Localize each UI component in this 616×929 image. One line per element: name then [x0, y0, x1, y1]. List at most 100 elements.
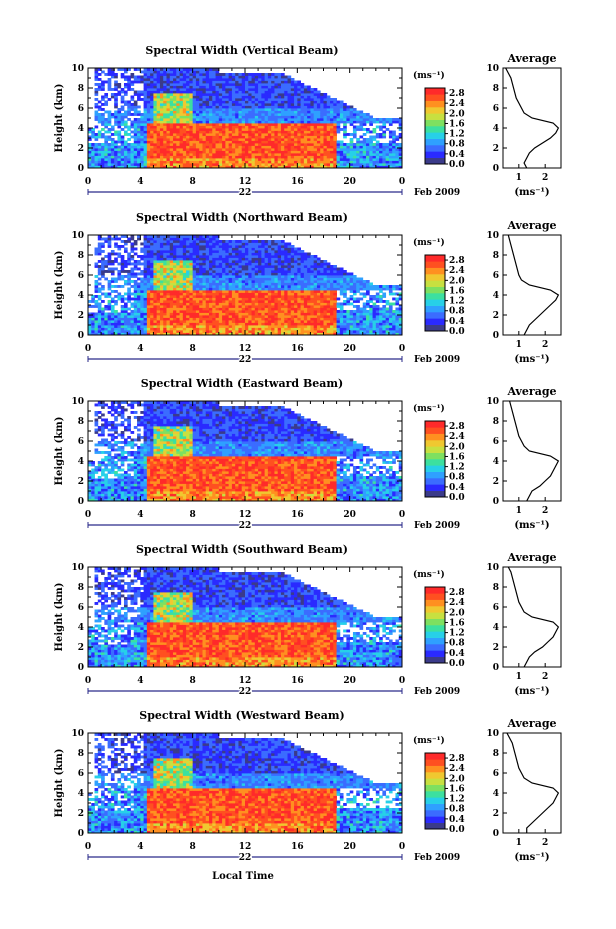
heatmap-cell: [169, 75, 174, 79]
heatmap-cell: [330, 108, 334, 111]
heatmap-cell: [349, 163, 354, 166]
heatmap-cell: [140, 287, 144, 291]
heatmap-cell: [218, 110, 223, 114]
heatmap-cell: [225, 300, 230, 303]
heatmap-cell: [101, 153, 105, 156]
heatmap-cell: [254, 123, 259, 126]
heatmap-cell: [133, 125, 138, 129]
heatmap-cell: [379, 158, 383, 161]
heatmap-cell: [205, 302, 210, 306]
heatmap-cell: [166, 135, 171, 139]
heatmap-cell: [248, 302, 252, 306]
heatmap-cell: [307, 135, 311, 139]
heatmap-cell: [231, 110, 236, 114]
heatmap-cell: [310, 155, 315, 159]
heatmap-cell: [287, 83, 292, 86]
heatmap-cell: [143, 280, 148, 283]
heatmap-cell: [251, 322, 256, 326]
heatmap-cell: [235, 252, 239, 256]
heatmap-cell: [173, 158, 177, 161]
heatmap-cell: [104, 103, 109, 106]
heatmap-cell: [146, 133, 151, 136]
heatmap-cell: [235, 322, 239, 326]
heatmap-cell: [163, 285, 167, 288]
heatmap-cell: [280, 135, 285, 139]
heatmap-cell: [267, 75, 272, 79]
heatmap-cell: [153, 290, 158, 293]
heatmap-cell: [94, 262, 99, 266]
heatmap-cell: [248, 153, 252, 156]
heatmap-cell: [199, 113, 203, 116]
heatmap-cell: [205, 245, 210, 248]
heatmap-cell: [238, 277, 243, 281]
heatmap-cell: [320, 108, 324, 111]
heatmap-cell: [218, 85, 223, 89]
heatmap-cell: [287, 160, 292, 164]
heatmap-cell: [130, 297, 135, 301]
heatmap-cell: [123, 140, 128, 144]
heatmap-cell: [209, 260, 213, 263]
heatmap-cell: [339, 128, 344, 131]
heatmap-cell: [182, 118, 187, 121]
heatmap-cell: [123, 282, 128, 286]
heatmap-cell: [241, 302, 246, 306]
heatmap-cell: [159, 275, 164, 278]
heatmap-cell: [189, 128, 194, 131]
heatmap-cell: [245, 140, 249, 144]
heatmap-cell: [186, 307, 190, 311]
heatmap-cell: [143, 85, 148, 89]
heatmap-cell: [294, 88, 298, 91]
heatmap-cell: [117, 255, 122, 258]
heatmap-cell: [356, 140, 360, 144]
heatmap-cell: [97, 252, 102, 256]
heatmap-cell: [114, 103, 118, 106]
heatmap-cell: [156, 75, 161, 79]
heatmap-cell: [107, 292, 112, 296]
heatmap-cell: [218, 322, 223, 326]
heatmap-cell: [205, 85, 210, 89]
heatmap-cell: [310, 123, 315, 126]
heatmap-cell: [330, 148, 334, 151]
heatmap-cell: [107, 325, 112, 328]
heatmap-cell: [130, 242, 135, 246]
heatmap-cell: [199, 292, 203, 296]
heatmap-cell: [258, 315, 262, 318]
heatmap-cell: [218, 105, 223, 109]
heatmap-cell: [238, 93, 243, 96]
heatmap-cell: [101, 120, 105, 124]
heatmap-cell: [176, 250, 180, 253]
heatmap-cell: [225, 270, 230, 273]
heatmap-cell: [133, 68, 138, 71]
heatmap-cell: [271, 123, 275, 126]
heatmap-cell: [271, 150, 275, 154]
heatmap-cell: [231, 90, 236, 94]
heatmap-cell: [254, 125, 259, 129]
heatmap-cell: [169, 93, 174, 96]
heatmap-cell: [179, 130, 184, 134]
heatmap-cell: [398, 120, 403, 124]
heatmap-cell: [218, 242, 223, 246]
heatmap-cell: [303, 85, 308, 89]
heatmap-cell: [258, 150, 262, 154]
heatmap-cell: [186, 287, 190, 291]
heatmap-cell: [235, 310, 239, 313]
heatmap-cell: [349, 138, 354, 141]
heatmap-cell: [107, 118, 112, 121]
heatmap-cell: [127, 332, 131, 336]
heatmap-cell: [159, 140, 164, 144]
heatmap-cell: [127, 237, 131, 241]
heatmap-cell: [215, 100, 220, 104]
heatmap-cell: [192, 260, 197, 263]
heatmap-cell: [146, 280, 151, 283]
heatmap-cell: [277, 153, 282, 156]
heatmap-cell: [159, 125, 164, 129]
heatmap-cell: [104, 260, 109, 263]
heatmap-cell: [133, 110, 138, 114]
heatmap-cell: [110, 320, 115, 323]
heatmap-cell: [212, 98, 216, 101]
heatmap-cell: [228, 103, 233, 106]
heatmap-cell: [245, 110, 249, 114]
heatmap-cell: [267, 165, 272, 169]
heatmap-cell: [339, 160, 344, 164]
heatmap-cell: [192, 290, 197, 293]
